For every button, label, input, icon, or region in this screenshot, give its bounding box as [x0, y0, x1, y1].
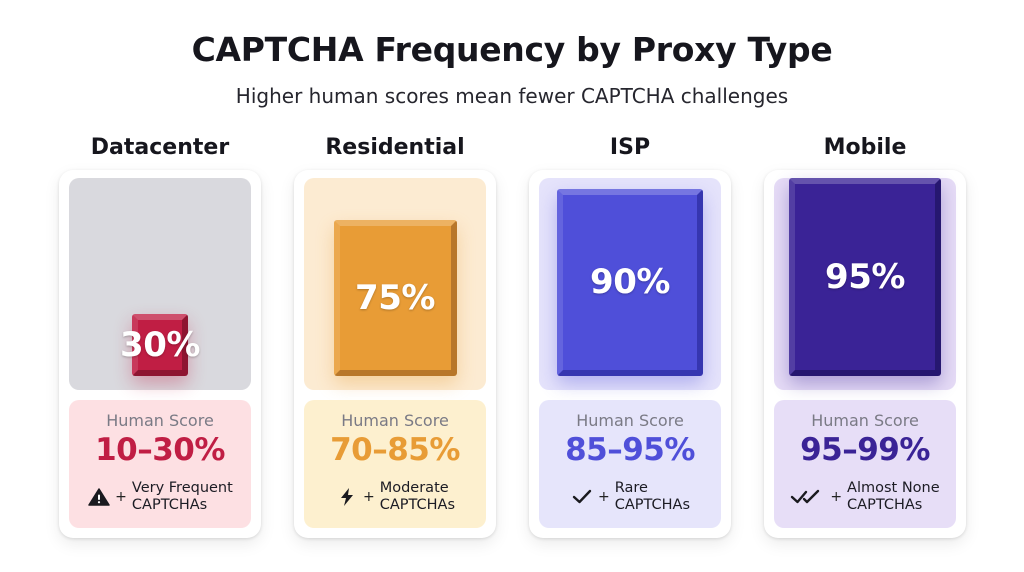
bar-background: 75%	[304, 178, 486, 390]
plus-sign: +	[362, 489, 375, 505]
lightning-icon	[335, 487, 359, 507]
captcha-frequency: + Almost None CAPTCHAs	[774, 480, 956, 514]
frequency-line-2: CAPTCHAs	[131, 497, 208, 513]
column-isp: ISP 90% Human Score 85–95% + Rare CAPTCHAs	[529, 0, 731, 572]
frequency-line-1: Moderate	[379, 480, 449, 496]
card-mobile: 95% Human Score 95–99% + Almost None CAPTCHAs	[764, 170, 966, 538]
chart-title: CAPTCHA Frequency by Proxy Type	[191, 30, 833, 69]
frequency-line-1: Almost None	[847, 480, 940, 496]
human-score-label: Human Score	[576, 411, 684, 430]
bar-background: 30%	[69, 178, 251, 390]
category-label: Mobile	[823, 135, 907, 160]
plus-sign: +	[115, 489, 127, 505]
double-check-icon	[790, 487, 826, 507]
bar-value-label: 90%	[590, 262, 670, 303]
frequency-line-1: Rare	[614, 480, 648, 496]
human-score-label: Human Score	[106, 411, 214, 430]
frequency-text: Almost None CAPTCHAs	[847, 480, 940, 514]
bar-residential: 75%	[333, 220, 457, 376]
frequency-line-1: Very Frequent	[131, 480, 233, 496]
frequency-line-2: CAPTCHAs	[847, 497, 923, 513]
human-score-range: 85–95%	[565, 432, 695, 468]
plus-sign: +	[830, 489, 843, 505]
human-score-panel: Human Score 70–85% + Moderate CAPTCHAs	[304, 400, 486, 528]
bar-value-label: 95%	[825, 257, 905, 298]
human-score-panel: Human Score 95–99% + Almost None CAPTCHAs	[774, 400, 956, 528]
bar-mobile: 95%	[788, 178, 942, 376]
category-label: Residential	[325, 135, 465, 160]
human-score-label: Human Score	[811, 411, 919, 430]
human-score-range: 10–30%	[95, 432, 225, 468]
bar-background: 90%	[539, 178, 721, 390]
category-label: Datacenter	[90, 135, 230, 160]
human-score-panel: Human Score 10–30% + Very Frequent CAPTCHAs	[69, 400, 251, 528]
frequency-line-2: CAPTCHAs	[614, 497, 691, 513]
bar-datacenter: 30%	[120, 313, 200, 376]
bar-value-label: 75%	[355, 278, 435, 318]
human-score-panel: Human Score 85–95% + Rare CAPTCHAs	[539, 400, 721, 528]
frequency-line-2: CAPTCHAs	[379, 497, 456, 513]
frequency-text: Rare CAPTCHAs	[615, 480, 690, 514]
card-datacenter: 30% Human Score 10–30% + Very Frequent CAPTCH…	[59, 170, 261, 538]
human-score-label: Human Score	[341, 411, 449, 430]
frequency-text: Very Frequent CAPTCHAs	[132, 480, 233, 514]
bar-isp: 90%	[557, 188, 703, 376]
human-score-range: 70–85%	[330, 432, 460, 468]
frequency-text: Moderate CAPTCHAs	[380, 480, 455, 514]
captcha-frequency: + Rare CAPTCHAs	[539, 480, 721, 514]
human-score-range: 95–99%	[800, 432, 930, 468]
column-residential: Residential 75% Human Score 70–85% + Moderate…	[294, 0, 496, 572]
bar-value-label: 30%	[120, 324, 200, 365]
chart-subtitle: Higher human scores mean fewer CAPTCHA c…	[235, 84, 789, 108]
check-icon	[570, 487, 594, 507]
card-isp: 90% Human Score 85–95% + Rare CAPTCHAs	[529, 170, 731, 538]
plus-sign: +	[597, 489, 610, 505]
bar-background: 95%	[774, 178, 956, 390]
warning-icon	[87, 487, 111, 507]
category-label: ISP	[609, 135, 651, 160]
captcha-frequency: + Very Frequent CAPTCHAs	[69, 480, 251, 514]
column-mobile: Mobile 95% Human Score 95–99% + Almost None CA…	[764, 0, 966, 572]
card-residential: 75% Human Score 70–85% + Moderate CAPTCHAs	[294, 170, 496, 538]
captcha-frequency: + Moderate CAPTCHAs	[304, 480, 486, 514]
column-datacenter: Datacenter 30% Human Score 10–30% + Very Freq…	[59, 0, 261, 572]
